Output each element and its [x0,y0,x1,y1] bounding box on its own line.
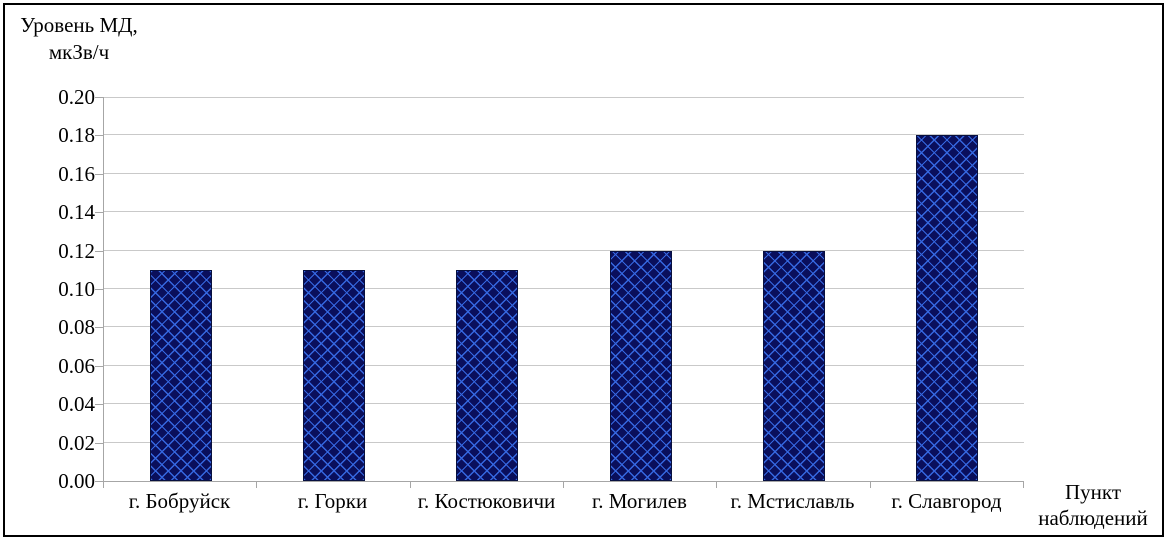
gridline [104,326,1024,328]
y-tick-mark [95,173,103,175]
x-tick-mark [103,481,104,488]
x-tick-mark [256,481,257,488]
x-category-label: г. Горки [297,489,368,513]
y-tick-mark [95,97,103,98]
y-tick-label: 0.20 [58,85,95,109]
y-tick-mark [95,135,103,137]
bar [610,251,672,481]
y-tick-label: 0.12 [58,238,95,263]
gridline [104,249,1024,251]
y-axis-title-line2: мкЗв/ч [48,40,110,64]
bar [763,251,825,481]
plot-area [103,97,1024,482]
x-category-label: г. Славгород [891,489,1002,513]
bar [456,270,518,481]
gridline [104,364,1024,366]
gridline [104,403,1024,405]
gridline [104,288,1024,289]
y-tick-mark [95,212,103,214]
y-tick-label: 0.04 [58,392,95,417]
y-axis-title-line1: Уровень МД, [20,13,138,37]
y-tick-mark [95,327,103,329]
gridline [104,441,1024,443]
y-tick-mark [95,442,103,444]
y-tick-label: 0.18 [58,123,95,148]
x-category-label: г. Бобруйск [128,489,231,513]
y-tick-mark [95,404,103,406]
x-category-label: г. Костюковичи [417,489,556,513]
y-tick-mark [95,289,103,290]
x-tick-mark [716,481,717,488]
y-tick-label: 0.02 [58,430,95,455]
gridline [104,211,1024,213]
x-tick-mark [1023,481,1024,488]
y-tick-mark [95,250,103,252]
y-tick-label: 0.08 [58,315,95,340]
x-tick-mark [563,481,564,488]
gridline [104,134,1024,136]
bar [916,135,978,481]
y-tick-label: 0.14 [58,200,95,225]
x-category-label: г. Могилев [592,489,687,513]
y-axis-title: Уровень МД, мкЗв/ч [8,12,150,66]
x-category-label: г. Мстиславль [730,489,855,513]
x-axis-title-line1: Пункт [1064,480,1121,504]
y-tick-label: 0.06 [58,353,95,378]
y-tick-label: 0.10 [58,277,95,301]
y-tick-mark [95,481,103,482]
x-tick-mark [870,481,871,488]
bar [303,270,365,481]
gridline [104,97,1024,98]
x-axis-title-line2: наблюдений [1038,506,1148,530]
x-tick-mark [410,481,411,488]
y-tick-label: 0.00 [58,469,95,493]
gridline [104,172,1024,174]
x-axis-title: Пункт наблюдений [1018,479,1168,531]
y-tick-label: 0.16 [58,161,95,186]
bar [150,270,212,481]
y-tick-mark [95,365,103,367]
